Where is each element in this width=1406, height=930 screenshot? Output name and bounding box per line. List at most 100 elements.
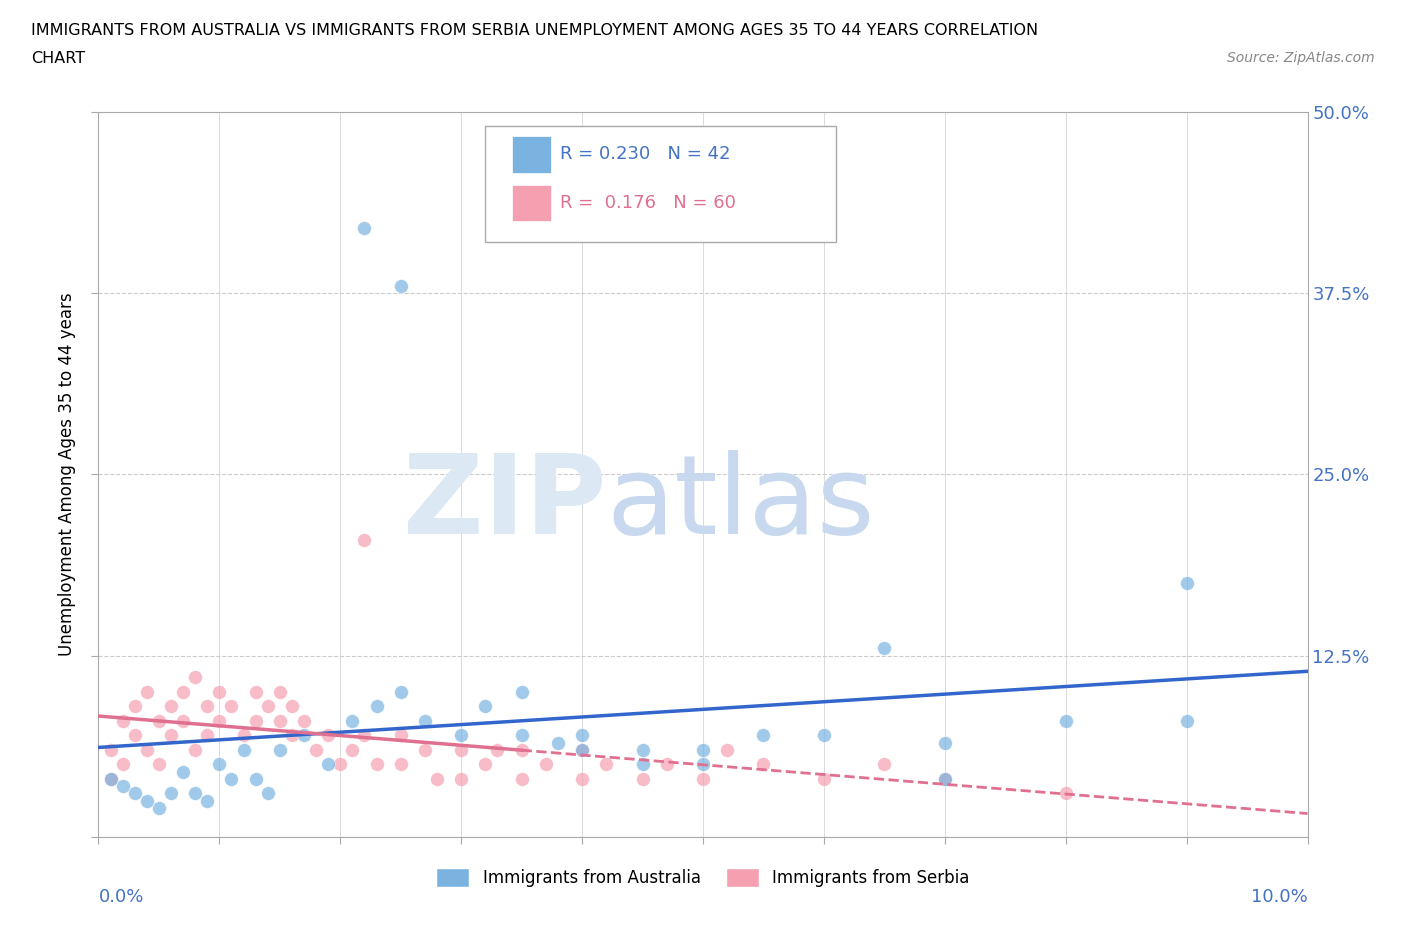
Point — [245, 684, 267, 699]
Point — [292, 713, 315, 728]
Point — [426, 772, 449, 787]
Point — [111, 757, 134, 772]
Point — [631, 772, 654, 787]
Point — [221, 772, 243, 787]
Point — [208, 713, 231, 728]
Point — [100, 772, 122, 787]
Point — [342, 742, 364, 757]
Point — [135, 684, 157, 699]
Point — [281, 699, 304, 714]
Point — [571, 728, 593, 743]
Point — [510, 742, 533, 757]
Point — [631, 742, 654, 757]
Point — [245, 772, 267, 787]
Text: 10.0%: 10.0% — [1251, 888, 1308, 906]
Point — [329, 757, 352, 772]
Point — [135, 742, 157, 757]
Point — [195, 728, 218, 743]
Point — [269, 684, 291, 699]
Legend: Immigrants from Australia, Immigrants from Serbia: Immigrants from Australia, Immigrants fr… — [429, 861, 977, 894]
Text: IMMIGRANTS FROM AUSTRALIA VS IMMIGRANTS FROM SERBIA UNEMPLOYMENT AMONG AGES 35 T: IMMIGRANTS FROM AUSTRALIA VS IMMIGRANTS … — [31, 23, 1038, 38]
Point — [184, 742, 207, 757]
Point — [692, 757, 714, 772]
Point — [934, 772, 956, 787]
Point — [124, 786, 146, 801]
Point — [353, 220, 375, 235]
Text: atlas: atlas — [606, 450, 875, 557]
Point — [172, 684, 194, 699]
Point — [547, 736, 569, 751]
Point — [148, 757, 170, 772]
Point — [389, 728, 412, 743]
Point — [160, 728, 183, 743]
Point — [389, 278, 412, 293]
Point — [486, 742, 509, 757]
Point — [631, 757, 654, 772]
Point — [571, 772, 593, 787]
Text: 0.0%: 0.0% — [98, 888, 143, 906]
Point — [510, 772, 533, 787]
Point — [1175, 713, 1198, 728]
Point — [413, 713, 436, 728]
Point — [160, 786, 183, 801]
Point — [232, 742, 254, 757]
Point — [873, 641, 896, 656]
Point — [232, 728, 254, 743]
Text: CHART: CHART — [31, 51, 84, 66]
Text: ZIP: ZIP — [404, 450, 606, 557]
Point — [184, 786, 207, 801]
Point — [111, 778, 134, 793]
Text: R =  0.176   N = 60: R = 0.176 N = 60 — [561, 194, 737, 212]
Point — [160, 699, 183, 714]
Point — [184, 670, 207, 684]
Point — [256, 786, 278, 801]
Point — [474, 757, 496, 772]
Point — [510, 684, 533, 699]
Point — [389, 684, 412, 699]
Point — [366, 757, 388, 772]
Point — [1054, 713, 1077, 728]
Point — [124, 699, 146, 714]
Point — [353, 728, 375, 743]
Point — [1054, 786, 1077, 801]
Point — [813, 772, 835, 787]
Point — [692, 772, 714, 787]
Point — [934, 736, 956, 751]
Point — [934, 772, 956, 787]
Point — [111, 713, 134, 728]
Point — [752, 757, 775, 772]
Point — [124, 728, 146, 743]
Text: R = 0.230   N = 42: R = 0.230 N = 42 — [561, 145, 731, 164]
Point — [873, 757, 896, 772]
Point — [245, 713, 267, 728]
Point — [135, 793, 157, 808]
Point — [292, 728, 315, 743]
Point — [148, 713, 170, 728]
Point — [269, 742, 291, 757]
Point — [316, 728, 339, 743]
Point — [510, 728, 533, 743]
Point — [353, 532, 375, 547]
Point — [450, 728, 472, 743]
Point — [172, 764, 194, 779]
Point — [221, 699, 243, 714]
Point — [450, 742, 472, 757]
Point — [195, 793, 218, 808]
Point — [752, 728, 775, 743]
Point — [534, 757, 557, 772]
Point — [100, 772, 122, 787]
Point — [100, 742, 122, 757]
Point — [813, 728, 835, 743]
Y-axis label: Unemployment Among Ages 35 to 44 years: Unemployment Among Ages 35 to 44 years — [58, 293, 76, 656]
Point — [316, 757, 339, 772]
Point — [195, 699, 218, 714]
Point — [413, 742, 436, 757]
Point — [389, 757, 412, 772]
Point — [474, 699, 496, 714]
Text: Source: ZipAtlas.com: Source: ZipAtlas.com — [1227, 51, 1375, 65]
Point — [1175, 576, 1198, 591]
Point — [269, 713, 291, 728]
Point — [692, 742, 714, 757]
Point — [342, 713, 364, 728]
Point — [366, 699, 388, 714]
